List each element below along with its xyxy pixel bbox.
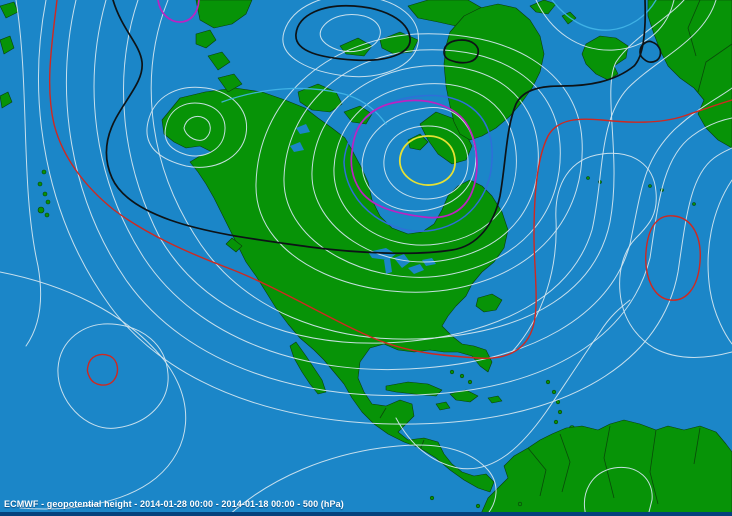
contour-line-white xyxy=(38,0,732,425)
contour-line-white xyxy=(0,271,187,510)
contour-line-white xyxy=(123,0,717,344)
contour-line-white xyxy=(227,444,497,516)
contour-line-white xyxy=(395,299,631,470)
land-chukotka-island-3 xyxy=(217,73,243,93)
land-puerto-rico xyxy=(487,395,503,404)
contour-red-main xyxy=(48,0,732,359)
bottom-strip xyxy=(0,512,732,516)
lake-huron xyxy=(394,254,410,268)
contour-line-white xyxy=(15,0,42,347)
island-dot xyxy=(692,202,696,206)
contour-line-white xyxy=(283,49,561,278)
border-line xyxy=(559,433,571,493)
border-line xyxy=(687,0,701,57)
land-chukotka xyxy=(195,0,253,29)
land-vancouver-island xyxy=(225,237,243,253)
island-dot xyxy=(42,191,48,197)
border-line xyxy=(603,425,615,499)
contour-line-white xyxy=(66,0,732,397)
island-dot xyxy=(429,495,435,501)
contour-yellow-ring xyxy=(399,135,456,186)
land-jamaica xyxy=(435,401,451,411)
contour-line-white xyxy=(164,102,226,157)
contour-line-white xyxy=(282,0,419,78)
contour-line-white xyxy=(319,14,381,53)
contour-line-white xyxy=(707,179,732,345)
island-dot xyxy=(545,379,551,385)
land-iceland xyxy=(581,35,629,81)
island-dot xyxy=(475,503,481,509)
contour-line-white xyxy=(150,0,685,340)
island-dot xyxy=(517,501,523,507)
contour-line-white xyxy=(183,115,211,141)
land-chukotka-island-2 xyxy=(207,51,231,71)
contour-cyan-arc-northeast xyxy=(551,0,657,31)
island-dot xyxy=(41,169,47,175)
island-dot xyxy=(449,369,455,375)
contour-black-main xyxy=(105,0,647,255)
island-dot xyxy=(553,419,559,425)
land-siberia-edge-2 xyxy=(0,35,15,55)
contour-magenta-ring xyxy=(350,99,478,219)
land-siberia-edge-3 xyxy=(0,91,13,109)
lake-michigan xyxy=(384,258,392,274)
border-line xyxy=(649,429,659,505)
island-dot xyxy=(648,184,652,188)
contour-line-white xyxy=(57,323,169,429)
contour-black-loop-baffin-bay xyxy=(443,39,480,64)
contour-red-pacific-cell xyxy=(86,353,119,386)
island-dot xyxy=(37,181,43,187)
hawaii-islands xyxy=(37,169,51,218)
border-line xyxy=(697,43,732,93)
contour-line-white xyxy=(255,33,583,293)
contour-line-white xyxy=(535,0,675,51)
island-dot xyxy=(467,379,473,385)
island-dot xyxy=(44,212,50,218)
contour-cyan-arc-arctic xyxy=(221,87,387,125)
border-line xyxy=(527,447,547,497)
contour-black-arctic-low xyxy=(295,4,411,62)
caption: ECMWF - geopotential height - 2014-01-28… xyxy=(4,499,344,509)
island-dot xyxy=(586,176,590,180)
contour-line-white xyxy=(584,466,653,516)
contour-red-atlantic-cell xyxy=(645,215,701,301)
land-svalbard xyxy=(529,0,557,15)
great-slave-lake xyxy=(290,142,304,152)
land-cuba xyxy=(385,381,443,397)
island-dot xyxy=(557,409,563,415)
galapagos-islands xyxy=(429,495,523,509)
contours-highlight xyxy=(48,0,732,386)
contour-black-loop-norwegian-sea xyxy=(639,40,662,63)
island-dot xyxy=(459,373,465,379)
land-newfoundland xyxy=(475,293,503,313)
island-dot xyxy=(551,389,557,395)
contour-line-white xyxy=(333,83,517,246)
borders-layer xyxy=(379,0,732,505)
contour-line-white xyxy=(93,0,732,371)
contour-magenta-top-cell xyxy=(157,0,200,23)
land-baja-california xyxy=(289,341,327,395)
border-line xyxy=(693,427,701,465)
island-dot xyxy=(45,199,51,205)
great-bear-lake xyxy=(296,124,310,134)
lakes-layer xyxy=(290,124,436,274)
land-south-america xyxy=(479,419,732,516)
land-chukotka-island-1 xyxy=(195,29,217,49)
contour-line-white xyxy=(383,125,469,200)
contour-line-white xyxy=(146,86,248,168)
contour-line-white xyxy=(511,152,732,359)
lake-erie xyxy=(408,264,424,274)
bahamas-islands xyxy=(449,369,473,385)
land-europe xyxy=(647,0,732,149)
contour-line-white xyxy=(311,65,539,263)
border-line xyxy=(379,407,387,419)
land-southampton-island xyxy=(407,133,429,151)
island-dot xyxy=(37,206,45,214)
